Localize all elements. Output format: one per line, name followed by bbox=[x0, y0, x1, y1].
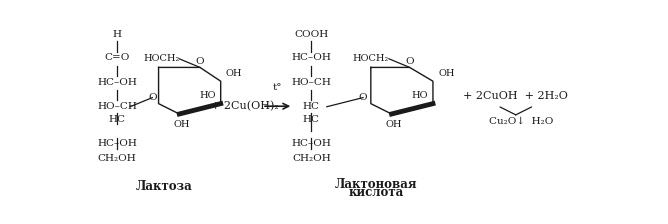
Text: OH: OH bbox=[226, 69, 242, 78]
Text: CH₂OH: CH₂OH bbox=[98, 154, 136, 163]
Text: HC–OH: HC–OH bbox=[291, 139, 331, 148]
Text: HC: HC bbox=[303, 115, 320, 124]
Text: HOCH₂: HOCH₂ bbox=[143, 54, 179, 63]
Text: + 2Cu(OH)₂: + 2Cu(OH)₂ bbox=[211, 101, 279, 111]
Text: O: O bbox=[405, 57, 414, 66]
Text: HC: HC bbox=[303, 102, 320, 111]
Text: COOH: COOH bbox=[294, 30, 329, 39]
Text: CH₂OH: CH₂OH bbox=[292, 154, 331, 163]
Text: HC: HC bbox=[109, 115, 126, 124]
Text: HC–OH: HC–OH bbox=[291, 54, 331, 62]
Text: HO: HO bbox=[411, 90, 428, 99]
Text: O: O bbox=[359, 93, 367, 102]
Text: HO: HO bbox=[199, 90, 216, 99]
Text: Лактоновая: Лактоновая bbox=[335, 178, 418, 191]
Text: O: O bbox=[148, 93, 157, 102]
Text: + 2CuOH  + 2H₂O: + 2CuOH + 2H₂O bbox=[464, 91, 568, 101]
Text: Cu₂O↓  H₂O: Cu₂O↓ H₂O bbox=[489, 116, 553, 125]
Text: HC–OH: HC–OH bbox=[98, 78, 137, 87]
Text: Лактоза: Лактоза bbox=[136, 180, 192, 193]
Text: HOCH₂: HOCH₂ bbox=[353, 54, 389, 63]
Text: OH: OH bbox=[438, 69, 455, 78]
Text: OH: OH bbox=[174, 120, 190, 129]
Text: HO–CH: HO–CH bbox=[98, 102, 137, 111]
Text: t°: t° bbox=[273, 83, 283, 92]
Text: HO–CH: HO–CH bbox=[291, 78, 331, 87]
Text: H: H bbox=[113, 30, 122, 39]
Text: кислота: кислота bbox=[349, 186, 403, 199]
Text: O: O bbox=[196, 57, 204, 66]
Text: C=O: C=O bbox=[104, 54, 130, 62]
Text: OH: OH bbox=[386, 120, 402, 129]
Text: HC–OH: HC–OH bbox=[98, 139, 137, 148]
